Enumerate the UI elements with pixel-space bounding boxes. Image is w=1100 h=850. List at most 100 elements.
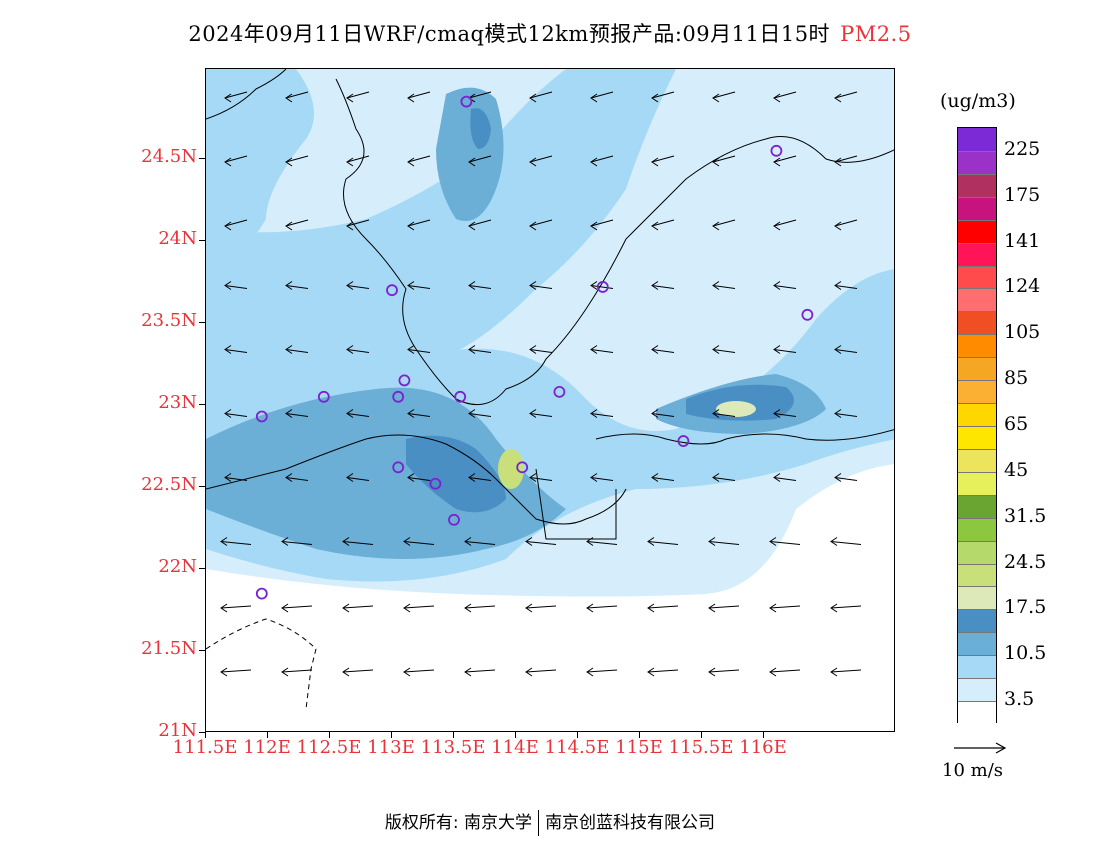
map-panel <box>205 68 895 732</box>
lon-tick-label: 116E <box>739 737 787 758</box>
colorbar-label: 105 <box>1004 321 1041 344</box>
station-marker-icon <box>596 281 609 293</box>
wind-arrow-icon <box>529 473 553 482</box>
wind-arrow-icon <box>529 219 553 231</box>
station-marker-icon <box>255 587 268 600</box>
wind-arrow-icon <box>224 409 248 418</box>
wind-arrow-icon <box>647 603 679 613</box>
station-marker-icon <box>801 308 814 321</box>
colorbar-segment <box>958 311 996 335</box>
wind-arrow-icon <box>834 345 858 354</box>
wind-arrow-icon <box>590 155 614 167</box>
colorbar-segment <box>958 448 996 472</box>
wind-arrow-icon <box>407 91 431 103</box>
colorbar-segment <box>958 357 996 381</box>
wind-arrow-icon <box>590 281 614 290</box>
wind-arrow-icon <box>285 155 309 167</box>
wind-arrow-icon <box>708 603 740 613</box>
wind-vectors <box>220 91 862 677</box>
field-17-5-west <box>206 387 566 559</box>
lat-tick-label: 23.5N <box>141 310 197 331</box>
station-marker-icon <box>255 410 268 423</box>
wind-arrow-icon <box>651 281 675 290</box>
wind-arrow-icon <box>590 473 614 482</box>
colorbar-segment <box>958 540 996 564</box>
colorbar-segment <box>958 586 996 610</box>
wind-arrow-icon <box>773 281 797 290</box>
wind-arrow-icon <box>224 219 248 231</box>
colorbar-segment <box>958 494 996 518</box>
wind-arrow-icon <box>281 603 313 613</box>
field-24-5-north <box>470 108 491 149</box>
wind-arrow-icon <box>773 219 797 231</box>
lat-tick <box>199 240 205 241</box>
wind-arrow-icon <box>830 603 862 613</box>
wind-arrow-icon <box>712 345 736 354</box>
lon-tick-label: 114E <box>491 737 539 758</box>
colorbar-segment <box>958 265 996 289</box>
wind-arrow-icon <box>346 219 370 231</box>
wind-arrow-icon <box>651 155 675 167</box>
wind-arrow-icon <box>342 667 374 677</box>
coastline-east <box>595 429 894 445</box>
lat-tick <box>199 404 205 405</box>
colorbar-label: 24.5 <box>1004 550 1047 573</box>
wind-arrow-icon <box>834 155 858 167</box>
wind-arrow-icon <box>407 281 431 290</box>
wind-arrow-icon <box>525 537 557 546</box>
field-24-5-west <box>406 435 506 513</box>
wind-arrow-icon <box>346 91 370 103</box>
title-variable: PM2.5 <box>840 22 912 46</box>
wind-arrow-icon <box>834 409 858 418</box>
wind-arrow-icon <box>468 409 492 418</box>
colorbar-segment <box>958 150 996 174</box>
colorbar-segment <box>958 196 996 220</box>
lon-tick <box>329 732 330 738</box>
wind-arrow-icon <box>224 473 248 482</box>
wind-reference-arrow-icon <box>954 742 1007 754</box>
wind-arrow-icon <box>342 603 374 613</box>
wind-arrow-icon <box>346 345 370 354</box>
footer-right: 南京创蓝科技有限公司 <box>545 813 716 833</box>
wind-arrow-icon <box>346 155 370 167</box>
wind-arrow-icon <box>224 155 248 167</box>
wind-arrow-icon <box>590 409 614 418</box>
colorbar-segment <box>958 655 996 679</box>
lat-tick-label: 24.5N <box>141 146 197 167</box>
lon-tick-label: 112.5E <box>296 737 362 758</box>
wind-arrow-icon <box>525 667 557 677</box>
lon-tick-label: 115E <box>615 737 663 758</box>
wind-arrow-icon <box>651 91 675 103</box>
wind-arrow-icon <box>285 345 309 354</box>
wind-arrow-icon <box>285 281 309 290</box>
station-marker-icon <box>398 374 411 387</box>
wind-arrow-icon <box>285 219 309 231</box>
wind-arrow-icon <box>586 667 618 677</box>
wind-arrow-icon <box>464 537 496 546</box>
title-main: 2024年09月11日WRF/cmaq模式12km预报产品:09月11日15时 <box>188 22 831 46</box>
station-marker-icon <box>429 477 442 490</box>
wind-arrow-icon <box>834 219 858 231</box>
wind-arrow-icon <box>407 219 431 231</box>
wind-arrow-icon <box>468 155 492 167</box>
wind-arrow-icon <box>220 667 252 677</box>
colorbar-segment <box>958 632 996 656</box>
wind-arrow-icon <box>285 409 309 418</box>
lon-tick-label: 114.5E <box>544 737 610 758</box>
wind-arrow-icon <box>220 603 252 613</box>
wind-arrow-icon <box>712 409 736 418</box>
border-lines <box>206 69 894 406</box>
wind-arrow-icon <box>403 537 435 546</box>
wind-arrow-icon <box>834 281 858 290</box>
lon-tick <box>391 732 392 738</box>
wind-arrow-icon <box>281 537 313 546</box>
station-marker-icon <box>677 435 690 447</box>
colorbar-segment <box>958 471 996 495</box>
station-marker-icon <box>386 284 398 297</box>
wind-arrow-icon <box>651 473 675 482</box>
lon-tick <box>763 732 764 738</box>
station-markers <box>255 95 814 600</box>
lat-tick-label: 22.5N <box>141 474 197 495</box>
chart-title: 2024年09月11日WRF/cmaq模式12km预报产品:09月11日15时 P… <box>0 18 1100 48</box>
colorbar-segment <box>958 563 996 587</box>
